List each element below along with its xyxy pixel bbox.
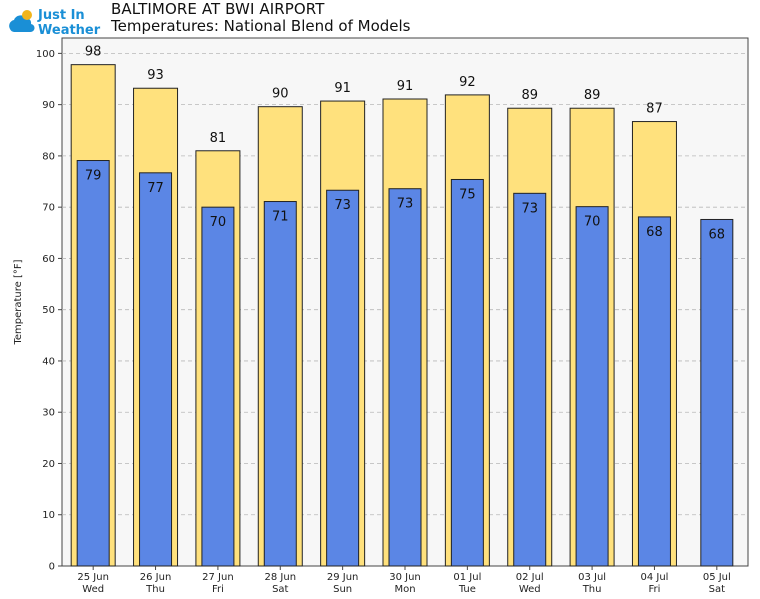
low-temp-label: 79 [85, 169, 102, 184]
low-temp-bar [513, 192, 547, 567]
low-temp-bar [637, 216, 671, 567]
y-tick-label: 30 [42, 408, 55, 419]
x-tick-date: 30 Jun [389, 572, 421, 583]
high-temp-label: 91 [397, 79, 414, 94]
x-tick-date: 27 Jun [202, 572, 234, 583]
chart-subtitle: Temperatures: National Blend of Models [111, 17, 411, 35]
low-temp-bar [575, 206, 609, 567]
x-tick-date: 28 Jun [265, 572, 297, 583]
sun-icon [22, 10, 32, 20]
y-tick-label: 40 [42, 356, 55, 367]
x-tick-day: Mon [394, 584, 415, 595]
y-tick-label: 70 [42, 203, 55, 214]
high-temp-label: 89 [584, 88, 601, 103]
low-temp-label: 70 [584, 215, 601, 230]
y-axis-label: Temperature [°F] [13, 259, 24, 345]
logo-text-line1: Just In [37, 8, 85, 23]
low-temp-bar [700, 218, 734, 567]
low-temp-label: 77 [147, 181, 164, 196]
low-temp-label: 73 [397, 197, 414, 212]
high-temp-label: 89 [521, 88, 538, 103]
x-tick-date: 29 Jun [327, 572, 359, 583]
high-temp-label: 92 [459, 75, 476, 90]
x-tick-date: 04 Jul [640, 572, 668, 583]
y-tick-label: 20 [42, 459, 55, 470]
x-tick-date: 02 Jul [516, 572, 544, 583]
y-tick-label: 90 [42, 100, 55, 111]
low-temp-bar [450, 178, 484, 567]
x-tick-date: 26 Jun [140, 572, 172, 583]
low-temp-label: 75 [459, 187, 476, 202]
x-tick-date: 01 Jul [453, 572, 481, 583]
high-temp-label: 90 [272, 87, 289, 102]
y-tick-label: 50 [42, 305, 55, 316]
low-temp-label: 68 [709, 227, 726, 242]
x-tick-day: Thu [145, 584, 165, 595]
low-temp-label: 68 [646, 225, 663, 240]
low-temp-label: 71 [272, 210, 289, 225]
just-in-weather-logo: Just In Weather [9, 8, 101, 38]
low-temp-bar [139, 172, 173, 567]
x-tick-day: Sun [333, 584, 352, 595]
x-tick-day: Wed [519, 584, 541, 595]
low-temp-label: 70 [210, 215, 227, 230]
high-temp-label: 87 [646, 102, 663, 117]
y-tick-label: 0 [49, 562, 55, 573]
y-tick-label: 60 [42, 254, 55, 265]
low-temp-bar [76, 160, 110, 567]
x-tick-date: 25 Jun [77, 572, 109, 583]
x-tick-day: Wed [82, 584, 104, 595]
x-tick-day: Thu [582, 584, 602, 595]
logo-text-line2: Weather [38, 23, 101, 38]
high-temp-label: 81 [210, 131, 227, 146]
bars-group: 98 79 93 77 81 70 90 71 91 73 91 73 92 75 89 73 89 70 87 68… [70, 45, 734, 567]
x-tick-date: 03 Jul [578, 572, 606, 583]
low-temp-bar [201, 206, 235, 567]
y-tick-label: 80 [42, 151, 55, 162]
x-tick-day: Fri [212, 584, 224, 595]
high-temp-label: 91 [334, 81, 351, 96]
high-temp-label: 93 [147, 68, 164, 83]
low-temp-bar [388, 188, 422, 567]
low-temp-label: 73 [334, 198, 351, 213]
y-tick-label: 10 [42, 510, 55, 521]
low-temp-bar [326, 189, 360, 567]
chart-title: BALTIMORE AT BWI AIRPORT [111, 0, 325, 18]
x-tick-day: Fri [648, 584, 660, 595]
x-tick-date: 05 Jul [703, 572, 731, 583]
x-tick-day: Sat [272, 584, 288, 595]
low-temp-bar [263, 201, 297, 567]
high-temp-label: 98 [85, 45, 102, 60]
x-tick-day: Tue [458, 584, 476, 595]
low-temp-label: 73 [521, 201, 538, 216]
y-tick-label: 100 [36, 49, 55, 60]
x-tick-day: Sat [709, 584, 725, 595]
y-axis-ticks: 0 10 20 30 40 50 60 70 80 90 100 [36, 49, 62, 573]
